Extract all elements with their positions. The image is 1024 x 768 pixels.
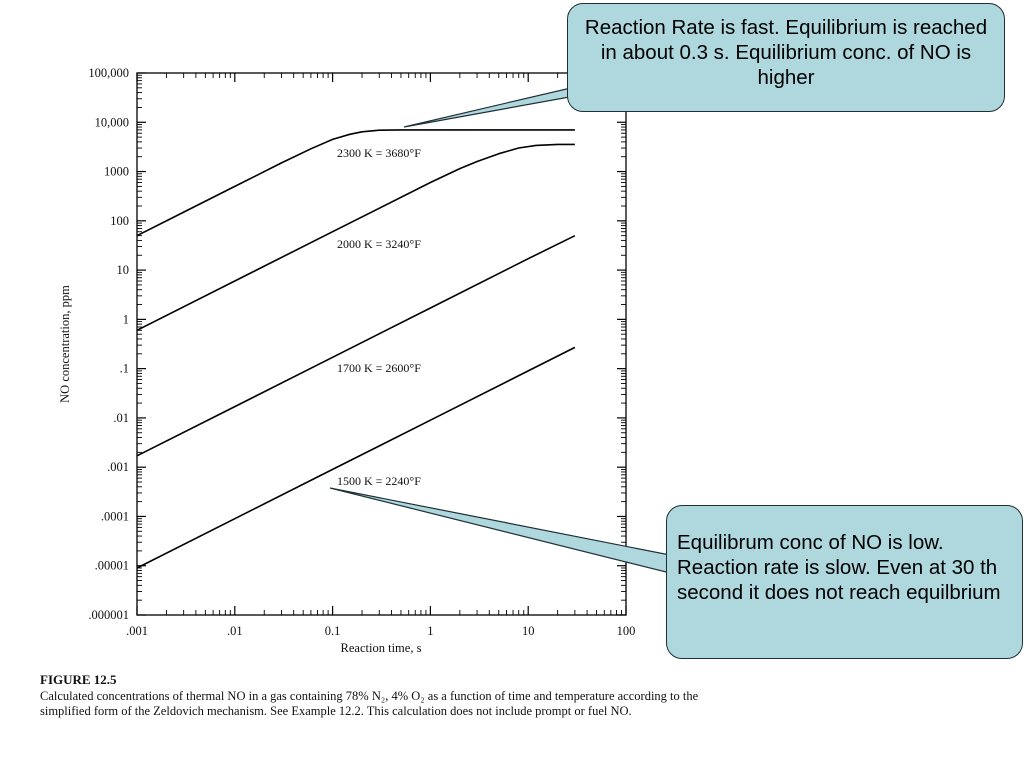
series-label-0: 2300 K = 3680°F	[337, 146, 421, 160]
figure-title: FIGURE 12.5	[40, 672, 117, 687]
series-label-3: 1500 K = 2240°F	[337, 474, 421, 488]
series-line-2	[136, 234, 576, 457]
series-lines	[136, 129, 576, 569]
x-tick-label: .001	[126, 624, 148, 638]
x-tick-label: 10	[522, 624, 535, 638]
top-callout-text: Reaction Rate is fast. Equilibrium is re…	[584, 16, 988, 89]
y-tick-label: 10,000	[95, 115, 129, 129]
series-label-1: 2000 K = 3240°F	[337, 237, 421, 251]
x-tick-label: 1	[427, 624, 433, 638]
y-tick-label: .001	[107, 460, 129, 474]
series-labels: 2300 K = 3680°F 2000 K = 3240°F 1700 K = 2…	[337, 146, 421, 488]
bottom-callout-pointer	[329, 487, 671, 574]
y-tick-label: .000001	[88, 608, 129, 622]
plot-frame	[136, 72, 627, 616]
figure-caption: FIGURE 12.5 Calculated concentrations of…	[40, 672, 700, 719]
x-tick-label: 100	[617, 624, 636, 638]
y-tick-label: 1	[123, 312, 129, 326]
x-tick-label: .01	[227, 624, 243, 638]
y-tick-label: 10	[117, 263, 130, 277]
y-tick-label: 100	[110, 214, 129, 228]
y-tick-label: .01	[113, 411, 129, 425]
y-tick-label: .00001	[95, 559, 129, 573]
top-callout: Reaction Rate is fast. Equilibrium is re…	[567, 3, 1005, 112]
x-axis-label: Reaction time, s	[341, 641, 422, 655]
figure-caption-text: Calculated concentrations of thermal NO …	[40, 689, 699, 718]
bottom-callout-text: Equilibrum conc of NO is low. Reaction r…	[677, 531, 1001, 604]
y-tick-label: 100,000	[88, 66, 129, 80]
series-line-3	[136, 346, 576, 569]
series-label-2: 1700 K = 2600°F	[337, 361, 421, 375]
y-tick-label: 1000	[104, 165, 129, 179]
top-callout-pointer	[403, 86, 576, 128]
y-axis-label: NO concentration, ppm	[58, 285, 72, 403]
series-line-0	[136, 129, 575, 237]
x-tick-label: 0.1	[325, 624, 341, 638]
tick-labels: .001 .01 0.1 1 10 100 100,000 10,000 1000 100 10 1.…	[88, 66, 635, 638]
axis-ticks	[136, 72, 627, 616]
bottom-callout: Equilibrum conc of NO is low. Reaction r…	[666, 505, 1023, 659]
y-tick-label: .0001	[101, 509, 129, 523]
y-tick-label: .1	[120, 362, 129, 376]
series-line-1	[136, 143, 575, 332]
